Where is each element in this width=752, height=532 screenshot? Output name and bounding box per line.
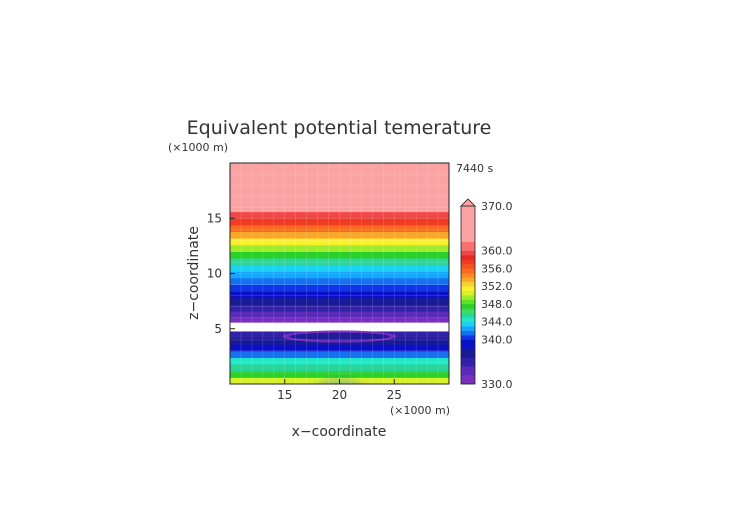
colorbar-swatch bbox=[461, 312, 475, 318]
ellipse-feature bbox=[289, 332, 390, 341]
colorbar-swatch bbox=[461, 339, 475, 349]
y-tick-label: 15 bbox=[207, 211, 222, 225]
contour-band bbox=[230, 218, 449, 226]
colorbar-swatch bbox=[461, 321, 475, 327]
chart-title: Equivalent potential temerature bbox=[187, 117, 492, 139]
contour-band bbox=[230, 258, 449, 266]
contour-band bbox=[230, 284, 449, 292]
plume-feature bbox=[291, 334, 388, 384]
contour-band bbox=[230, 231, 449, 239]
colorbar-swatch bbox=[461, 375, 475, 385]
contour-band bbox=[230, 322, 449, 332]
colorbar-tick-label: 370.0 bbox=[481, 200, 513, 213]
colorbar-tick-label: 348.0 bbox=[481, 298, 513, 311]
colorbar-overflow-triangle bbox=[460, 198, 476, 207]
contour-band bbox=[230, 238, 449, 246]
plot-area bbox=[230, 163, 449, 384]
colorbar-tick-label: 356.0 bbox=[481, 262, 513, 275]
colorbar-swatch bbox=[461, 357, 475, 367]
contour-band bbox=[230, 224, 449, 233]
colorbar-tick-label: 340.0 bbox=[481, 334, 513, 347]
colorbar-swatch bbox=[461, 286, 475, 291]
colorbar-swatch bbox=[461, 366, 475, 376]
colorbar-swatch bbox=[461, 250, 475, 256]
colorbar-swatch bbox=[461, 303, 475, 309]
time-label: 7440 s bbox=[456, 162, 493, 175]
contour-band bbox=[230, 291, 449, 299]
colorbar-swatch bbox=[461, 326, 475, 331]
contour-band bbox=[230, 277, 449, 286]
colorbar-swatch bbox=[461, 206, 475, 242]
colorbar-swatch bbox=[461, 254, 475, 260]
colorbar-swatch bbox=[461, 295, 475, 300]
contour-band bbox=[230, 271, 449, 279]
colorbar-swatch bbox=[461, 277, 475, 282]
contour-band bbox=[230, 304, 449, 312]
colorbar-swatch bbox=[461, 272, 475, 278]
x-axis: 15 20 25 bbox=[277, 379, 402, 402]
contour-band bbox=[230, 163, 449, 213]
colorbar-swatch bbox=[461, 281, 475, 287]
x-tick-label: 15 bbox=[277, 388, 292, 402]
contour-band bbox=[230, 311, 449, 319]
contour-band bbox=[230, 297, 449, 305]
contour-band bbox=[230, 211, 449, 219]
contour-band bbox=[230, 251, 449, 259]
colorbar-swatch bbox=[461, 263, 475, 269]
colorbar: 370.0 360.0 356.0 352.0 348.0 344.0 340.0 330.0 bbox=[460, 198, 513, 391]
colorbar-swatch bbox=[461, 259, 475, 265]
colorbar-swatch bbox=[461, 308, 475, 314]
colorbar-swatch bbox=[461, 268, 475, 274]
x-tick-label: 20 bbox=[332, 388, 347, 402]
colorbar-swatch bbox=[461, 290, 475, 296]
colorbar-tick-label: 352.0 bbox=[481, 280, 513, 293]
contour-band bbox=[230, 264, 449, 272]
x-axis-label: x−coordinate bbox=[292, 424, 387, 440]
colorbar-tick-label: 330.0 bbox=[481, 378, 513, 391]
contour-band bbox=[230, 317, 449, 323]
contour-band bbox=[230, 244, 449, 252]
y-axis: 5 10 15 bbox=[207, 211, 235, 336]
colorbar-tick-label: 344.0 bbox=[481, 316, 513, 329]
colorbar-swatch bbox=[461, 348, 475, 358]
y-tick-label: 10 bbox=[207, 267, 222, 281]
y-tick-label: 5 bbox=[214, 322, 222, 336]
x-tick-label: 25 bbox=[387, 388, 402, 402]
colorbar-tick-label: 360.0 bbox=[481, 245, 513, 258]
colorbar-swatch bbox=[461, 330, 475, 336]
colorbar-swatch bbox=[461, 317, 475, 322]
y-axis-label: z−coordinate bbox=[186, 226, 202, 320]
x-unit-label: (×1000 m) bbox=[390, 404, 450, 417]
colorbar-swatch bbox=[461, 335, 475, 340]
colorbar-swatch bbox=[461, 299, 475, 305]
colorbar-swatch bbox=[461, 241, 475, 251]
y-unit-label: (×1000 m) bbox=[168, 141, 228, 154]
